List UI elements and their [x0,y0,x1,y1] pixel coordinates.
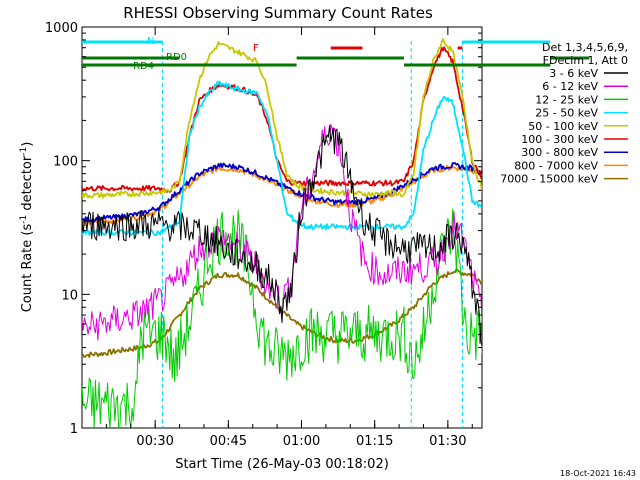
legend-label-6: 300 - 800 keV [521,146,598,159]
series-line-0 [82,125,482,346]
series-line-2 [82,208,482,428]
series-line-7 [82,165,482,227]
legend-label-0: 3 - 6 keV [549,67,598,80]
legend: Det 1,3,4,5,6,9,FDecim 1, Att 03 - 6 keV… [500,41,628,186]
legend-header-0: Det 1,3,4,5,6,9, [542,41,628,54]
series-line-4 [82,38,482,199]
annotation-rd0: RD0 [166,52,187,63]
y-tick-label-0: 1 [70,422,78,437]
x-tick-label-2: 01:00 [283,434,320,449]
annotation-f: F [253,43,259,54]
legend-label-8: 7000 - 15000 keV [500,173,598,186]
y-tick-label-2: 100 [53,155,78,170]
legend-label-3: 25 - 50 keV [535,107,598,120]
annotation-n: N [147,36,154,47]
y-tick-label-1: 10 [61,288,78,303]
x-tick-label-4: 01:30 [429,434,466,449]
plot-frame [81,26,483,429]
series-line-5 [82,46,482,193]
chart-title: RHESSI Observing Summary Count Rates [123,4,433,22]
legend-label-2: 12 - 25 keV [535,93,598,106]
legend-label-4: 50 - 100 keV [528,120,598,133]
chart-marks [82,38,482,428]
series-line-6 [82,162,482,223]
legend-label-5: 100 - 300 keV [521,133,598,146]
x-tick-label-3: 01:15 [356,434,393,449]
footer-date: 18-Oct-2021 16:43 [560,469,636,478]
y-tick-label-3: 1000 [45,21,78,36]
y-axis-label: Count Rate (s-1 detector-1) [19,142,35,313]
legend-header-1: FDecim 1, Att 0 [543,54,628,67]
x-tick-label-0: 00:30 [136,434,173,449]
chart-axes: 00:30 00:45 01:00 01:15 01:30 1 10 100 1000 [45,21,482,449]
chart-annotations: N F RD0 RD4 [82,36,590,72]
plot-area: N F RD0 RD4 00:30 00:45 01:00 01:15 01:30 1 10 100… [45,21,590,449]
legend-label-1: 6 - 12 keV [542,80,598,93]
legend-label-7: 800 - 7000 keV [514,159,598,172]
x-tick-label-1: 00:45 [210,434,247,449]
x-axis-label: Start Time (26-May-03 00:18:02) [175,457,389,472]
annotation-rd4: RD4 [133,61,154,72]
